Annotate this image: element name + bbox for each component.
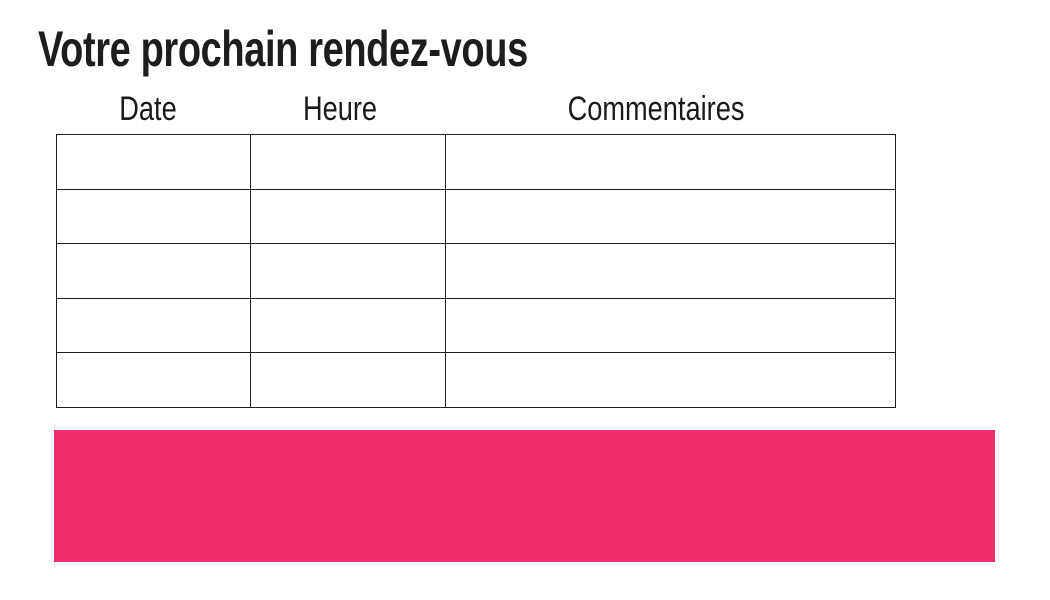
table-cell-commentaires	[445, 134, 896, 190]
table-cell-heure	[250, 352, 446, 408]
column-header-commentaires: Commentaires	[567, 90, 745, 128]
appointments-table	[56, 134, 896, 408]
table-cell-heure	[250, 134, 446, 190]
table-cell-date	[56, 134, 251, 190]
table-row	[56, 188, 896, 245]
table-row	[56, 352, 896, 408]
column-header-heure: Heure	[302, 90, 378, 128]
table-cell-heure	[250, 188, 446, 245]
table-cell-date	[56, 243, 251, 299]
table-cell-date	[56, 297, 251, 354]
table-cell-commentaires	[445, 188, 896, 245]
table-row	[56, 134, 896, 190]
table-cell-commentaires	[445, 297, 896, 354]
table-cell-heure	[250, 297, 446, 354]
table-cell-heure	[250, 243, 446, 299]
table-cell-date	[56, 188, 251, 245]
column-header-date: Date	[119, 90, 177, 128]
table-row	[56, 297, 896, 354]
table-cell-date	[56, 352, 251, 408]
page-title: Votre prochain rendez-vous	[38, 21, 528, 77]
table-cell-commentaires	[445, 352, 896, 408]
table-cell-commentaires	[445, 243, 896, 299]
pink-banner	[54, 430, 995, 562]
table-row	[56, 243, 896, 299]
